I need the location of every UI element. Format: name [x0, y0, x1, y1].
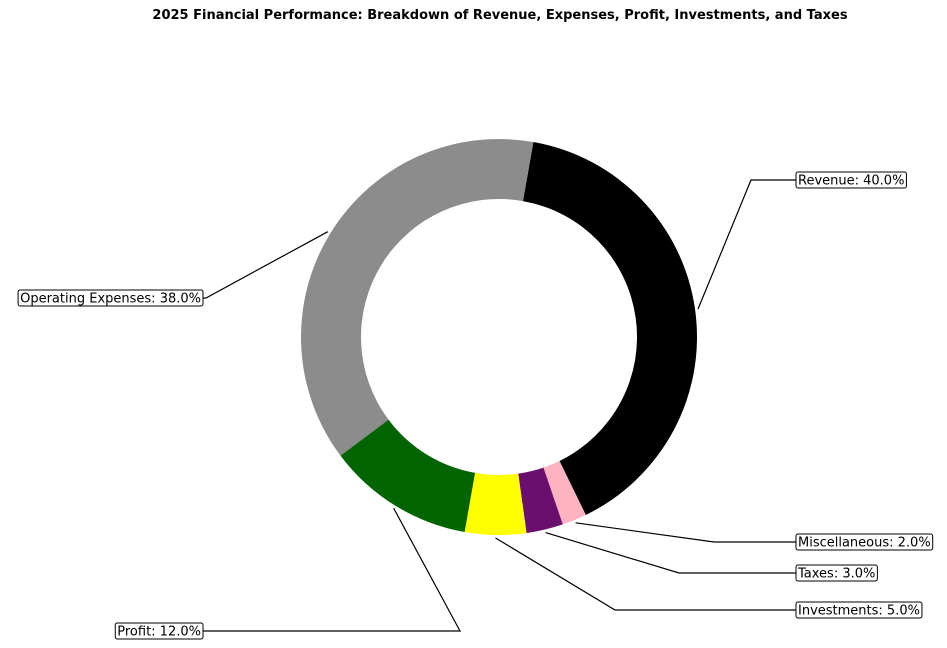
slices-group	[301, 139, 697, 535]
slice-profit	[340, 419, 476, 532]
slice-label-operating-expenses: Operating Expenses: 38.0%	[17, 289, 204, 307]
slice-label-revenue: Revenue: 40.0%	[795, 171, 907, 189]
slice-miscellaneous	[543, 461, 586, 525]
leader-line-revenue	[697, 179, 796, 310]
leader-line-profit	[203, 507, 462, 632]
slice-label-profit: Profit: 12.0%	[114, 622, 204, 640]
chart-title: 2025 Financial Performance: Breakdown of…	[152, 8, 848, 23]
slice-taxes	[518, 467, 563, 534]
slice-label-text: Taxes: 3.0%	[797, 567, 875, 582]
slice-label-text: Operating Expenses: 38.0%	[20, 292, 201, 307]
slice-investments	[464, 472, 527, 535]
labels-group: Revenue: 40.0% Miscellaneous: 2.0% Taxes: …	[17, 171, 934, 640]
leader-line-miscellaneous	[575, 522, 796, 543]
slice-revenue	[522, 142, 697, 515]
slice-operating-expenses	[301, 139, 534, 456]
leader-line-investments	[495, 537, 796, 611]
leader-lines-group	[203, 179, 796, 632]
slice-label-text: Revenue: 40.0%	[798, 174, 904, 189]
slice-label-text: Miscellaneous: 2.0%	[798, 536, 931, 551]
leader-line-taxes	[545, 531, 796, 574]
slice-label-text: Investments: 5.0%	[798, 604, 920, 619]
slice-label-investments: Investments: 5.0%	[795, 601, 923, 619]
slice-label-taxes: Taxes: 3.0%	[795, 564, 878, 582]
leader-line-operating-expenses	[203, 231, 329, 299]
slice-label-miscellaneous: Miscellaneous: 2.0%	[795, 533, 934, 551]
slice-label-text: Profit: 12.0%	[117, 625, 201, 640]
